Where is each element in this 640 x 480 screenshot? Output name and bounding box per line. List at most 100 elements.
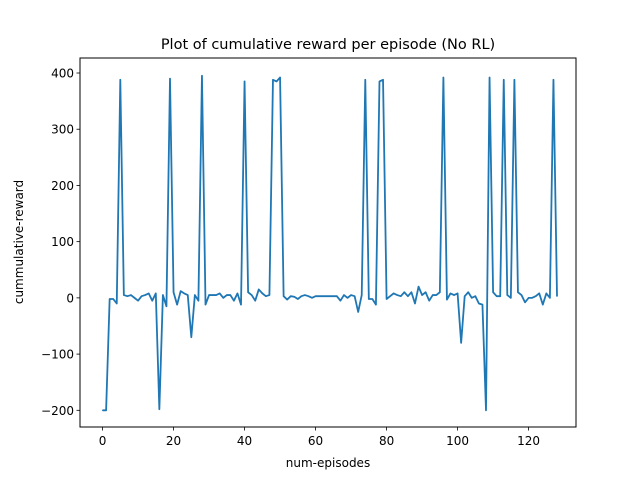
data-point: [453, 294, 455, 296]
data-point: [290, 295, 292, 297]
data-point: [403, 291, 405, 293]
data-point: [510, 297, 512, 299]
data-point: [503, 79, 505, 81]
data-point: [112, 298, 114, 300]
data-point: [421, 294, 423, 296]
data-point: [165, 305, 168, 307]
data-point: [116, 302, 118, 305]
data-point: [488, 76, 491, 79]
data-point: [464, 295, 466, 297]
data-point: [545, 292, 547, 294]
data-point: [552, 79, 555, 81]
data-point: [133, 297, 136, 299]
data-point: [130, 294, 132, 296]
data-point: [407, 295, 409, 297]
x-tick-label: 80: [379, 434, 394, 448]
data-point: [496, 295, 498, 297]
y-tick-label: 400: [51, 67, 74, 81]
data-point: [258, 288, 260, 291]
data-point: [446, 298, 448, 301]
data-point: [382, 79, 384, 81]
data-point: [201, 75, 203, 77]
data-point: [400, 295, 402, 297]
data-point: [190, 336, 192, 338]
data-point: [226, 294, 228, 296]
data-point: [542, 304, 544, 306]
data-point: [101, 409, 104, 411]
data-point: [311, 297, 313, 299]
data-point: [272, 79, 274, 81]
data-point: [148, 292, 150, 294]
data-point: [219, 292, 221, 294]
data-point: [318, 295, 320, 297]
chart-title: Plot of cumulative reward per episode (N…: [161, 37, 495, 53]
x-tick-label: 120: [517, 434, 540, 448]
y-axis-label: cummulative-reward: [12, 180, 26, 304]
data-point: [364, 79, 366, 81]
data-point: [336, 295, 338, 297]
data-point: [144, 294, 146, 296]
data-point: [286, 298, 288, 301]
data-point: [385, 298, 388, 300]
data-point: [375, 304, 377, 306]
data-point: [478, 302, 480, 305]
data-point: [492, 291, 494, 293]
data-point: [240, 304, 242, 306]
data-point: [549, 297, 551, 299]
data-point: [283, 295, 285, 297]
data-point: [354, 295, 356, 297]
data-point: [304, 294, 306, 296]
data-point: [297, 298, 299, 300]
data-point: [471, 297, 473, 299]
x-tick-label: 40: [237, 434, 252, 448]
y-tick-label: −200: [41, 404, 74, 418]
data-point: [307, 295, 310, 297]
x-axis: 0 20 40 60 80 100 120: [99, 427, 540, 448]
data-point: [169, 78, 171, 80]
data-point: [332, 295, 334, 297]
data-point: [449, 292, 452, 294]
data-point: [137, 300, 139, 302]
data-point: [481, 304, 484, 306]
y-tick-label: 200: [51, 179, 74, 193]
data-point: [435, 294, 437, 296]
data-point: [322, 295, 324, 297]
data-point: [520, 294, 523, 296]
data-point: [535, 295, 537, 297]
data-point: [187, 294, 189, 296]
data-point: [265, 295, 267, 297]
x-tick-label: 100: [446, 434, 469, 448]
data-point: [268, 294, 271, 296]
data-point: [123, 294, 125, 296]
data-point: [233, 300, 235, 302]
data-point: [506, 294, 508, 296]
axes-frame: [79, 57, 577, 428]
data-point: [389, 295, 391, 297]
data-point: [357, 311, 359, 313]
data-point: [460, 342, 462, 344]
data-point: [204, 304, 207, 306]
data-point: [314, 295, 317, 297]
data-point: [456, 292, 459, 294]
y-axis: −200 −100 0 100 200 300 400: [41, 67, 80, 418]
data-point: [538, 292, 540, 294]
data-point: [361, 294, 363, 296]
data-point: [350, 294, 352, 296]
data-point: [247, 291, 249, 293]
data-point: [442, 76, 444, 79]
y-tick-label: −100: [41, 348, 74, 362]
data-point: [275, 80, 278, 83]
data-point: [528, 297, 530, 299]
data-point: [556, 295, 558, 297]
data-point: [396, 294, 398, 296]
data-point: [229, 294, 231, 296]
data-point: [300, 295, 302, 297]
data-point: [126, 295, 128, 297]
data-point: [378, 80, 381, 83]
data-point: [155, 292, 157, 294]
data-point: [197, 300, 200, 302]
data-point: [485, 409, 487, 411]
data-point: [158, 408, 160, 410]
